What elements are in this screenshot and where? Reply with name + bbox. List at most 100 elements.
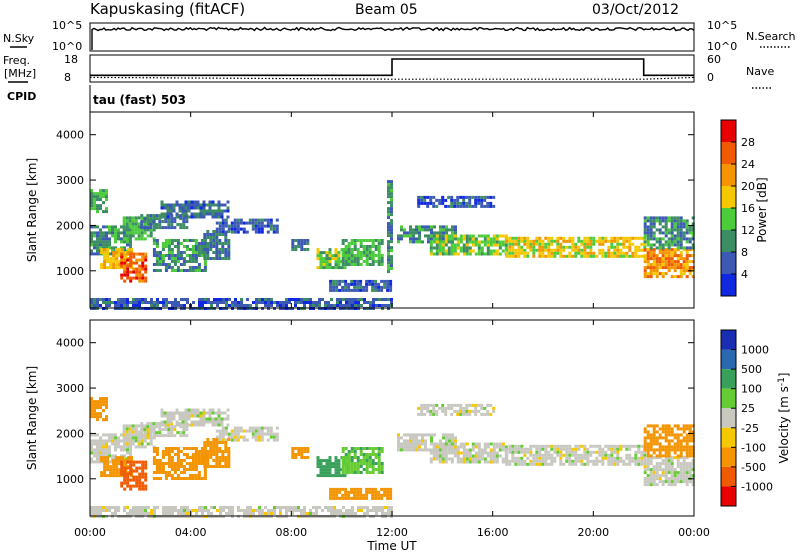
heatmap-cell	[562, 444, 566, 448]
heatmap-cell	[489, 460, 493, 464]
heatmap-cell	[138, 301, 141, 304]
heatmap-cell	[625, 447, 629, 451]
heatmap-cell	[319, 254, 323, 258]
heatmap-cell	[236, 224, 240, 228]
heatmap-cell	[202, 206, 206, 210]
date-label: 03/Oct/2012	[592, 2, 679, 18]
heatmap-cell	[288, 506, 291, 509]
heatmap-cell	[339, 304, 342, 307]
heatmap-cell	[523, 236, 527, 240]
heatmap-cell	[100, 456, 104, 460]
heatmap-cell	[165, 301, 168, 304]
heatmap-cell	[483, 451, 487, 455]
heatmap-cell	[477, 252, 481, 256]
heatmap-cell	[442, 228, 445, 232]
heatmap-cell	[217, 411, 221, 415]
heatmap-cell	[108, 304, 111, 307]
heatmap-cell	[341, 248, 345, 251]
heatmap-cell	[380, 462, 384, 465]
heatmap-cell	[93, 451, 96, 455]
heatmap-cell	[164, 245, 168, 248]
heatmap-cell	[495, 252, 499, 256]
heatmap-cell	[649, 459, 653, 463]
heatmap-cell	[371, 450, 375, 453]
heatmap-cell	[144, 509, 147, 512]
heatmap-cell	[450, 240, 454, 244]
heatmap-cell	[212, 450, 216, 453]
heatmap-cell	[429, 460, 433, 464]
heatmap-cell	[90, 192, 93, 196]
heatmap-cell	[384, 298, 387, 301]
heatmap-cell	[344, 239, 348, 242]
heatmap-cell	[275, 432, 279, 436]
heatmap-cell	[646, 474, 650, 478]
heatmap-cell	[380, 471, 384, 474]
heatmap-cell	[198, 298, 201, 301]
heatmap-cell	[114, 436, 117, 440]
heatmap-cell	[344, 471, 348, 474]
heatmap-cell	[341, 251, 345, 254]
heatmap-cell	[341, 279, 345, 283]
heatmap-cell	[329, 487, 333, 491]
heatmap-cell	[194, 257, 198, 260]
heatmap-cell	[652, 471, 656, 475]
heatmap-cell	[347, 465, 351, 468]
heatmap-cell	[118, 266, 122, 270]
heatmap-cell	[486, 445, 490, 449]
heatmap-cell	[691, 459, 695, 463]
y-tick-label: 2000	[56, 427, 84, 440]
heatmap-cell	[406, 439, 409, 443]
heatmap-cell	[468, 195, 472, 199]
heatmap-cell	[347, 471, 351, 474]
heatmap-cell	[568, 462, 572, 466]
heatmap-cell	[105, 509, 108, 512]
heatmap-cell	[622, 444, 626, 448]
heatmap-cell	[595, 444, 599, 448]
heatmap-cell	[354, 301, 357, 304]
heatmap-cell	[90, 249, 93, 253]
heatmap-cell	[676, 231, 680, 235]
heatmap-cell	[306, 298, 309, 301]
heatmap-cell	[350, 254, 354, 257]
heatmap-cell	[637, 248, 641, 252]
heatmap-cell	[670, 471, 674, 475]
heatmap-cell	[111, 512, 114, 515]
heatmap-cell	[194, 266, 198, 269]
heatmap-cell	[126, 252, 130, 256]
heatmap-cell	[179, 254, 183, 257]
heatmap-cell	[160, 408, 164, 412]
heatmap-cell	[102, 454, 105, 458]
heatmap-cell	[185, 428, 189, 432]
heatmap-cell	[556, 453, 560, 457]
heatmap-cell	[589, 444, 593, 448]
heatmap-cell	[483, 412, 487, 416]
heatmap-cell	[105, 231, 108, 235]
heatmap-cell	[483, 240, 487, 244]
heatmap-cell	[93, 512, 96, 515]
heatmap-cell	[341, 493, 345, 497]
heatmap-cell	[685, 237, 689, 241]
heatmap-cell	[188, 447, 192, 450]
heatmap-cell	[93, 454, 96, 458]
heatmap-cell	[474, 457, 478, 461]
heatmap-cell	[456, 448, 460, 452]
heatmap-cell	[646, 243, 650, 247]
heatmap-cell	[483, 198, 487, 202]
heatmap-cell	[498, 252, 502, 256]
heatmap-cell	[664, 272, 668, 276]
heatmap-cell	[224, 236, 228, 239]
heatmap-cell	[667, 228, 671, 232]
heatmap-cell	[173, 465, 177, 468]
heatmap-cell	[202, 414, 206, 418]
heatmap-cell	[224, 462, 228, 465]
heatmap-cell	[234, 301, 237, 304]
heatmap-cell	[574, 453, 578, 457]
heatmap-cell	[454, 225, 457, 229]
heatmap-cell	[679, 219, 683, 223]
heatmap-cell	[556, 450, 560, 454]
heatmap-cell	[146, 442, 150, 446]
heatmap-cell	[682, 459, 686, 463]
heatmap-cell	[658, 454, 662, 458]
heatmap-cell	[424, 228, 427, 232]
heatmap-cell	[429, 403, 433, 407]
